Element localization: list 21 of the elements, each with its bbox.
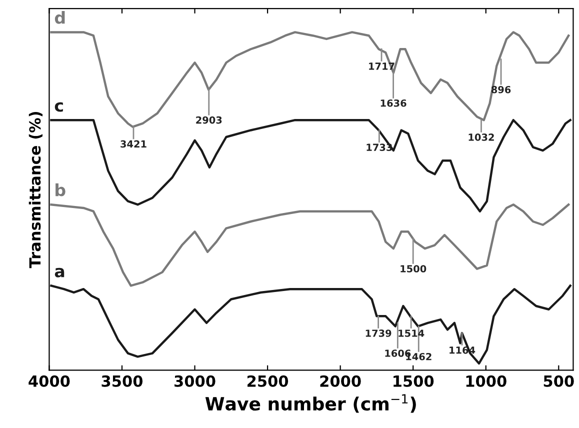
annotation: 2903 — [196, 116, 222, 124]
x-tick-label: 3000 — [174, 375, 216, 387]
series-label: c — [54, 102, 63, 112]
annotation: 1739 — [366, 330, 392, 337]
x-tick-label: 2500 — [247, 375, 288, 387]
x-tick-label: 4000 — [28, 375, 70, 387]
x-axis-title: Wave number (cm$^{−1}$) — [205, 394, 416, 413]
x-tick-label: 3500 — [102, 375, 143, 387]
annotation: 1514 — [398, 330, 424, 337]
annotation: 1500 — [400, 265, 426, 272]
y-axis-title: Transmittance (%) — [28, 112, 42, 268]
x-tick-label: 2000 — [320, 375, 361, 387]
annotation: 1032 — [468, 134, 494, 141]
series-label: a — [54, 268, 64, 278]
x-tick-label: 500 — [544, 375, 574, 387]
annotation: 1636 — [380, 99, 406, 107]
annotation: 3421 — [120, 140, 146, 148]
x-tick-label: 1500 — [394, 375, 434, 387]
series-label: b — [56, 183, 66, 196]
series-label: d — [54, 11, 65, 24]
x-tick-label: 1000 — [466, 375, 506, 387]
